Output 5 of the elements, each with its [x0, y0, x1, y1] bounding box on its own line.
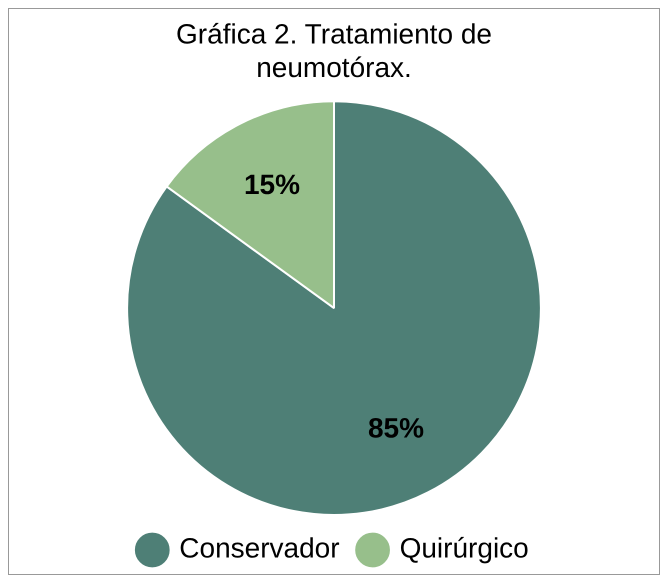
data-label: 85% [368, 412, 424, 444]
legend-label: Conservador [179, 532, 340, 564]
chart-title: Gráfica 2. Tratamiento de neumotórax. [176, 18, 492, 84]
legend-label: Quirúrgico [400, 532, 529, 564]
data-label: 15% [244, 169, 300, 200]
